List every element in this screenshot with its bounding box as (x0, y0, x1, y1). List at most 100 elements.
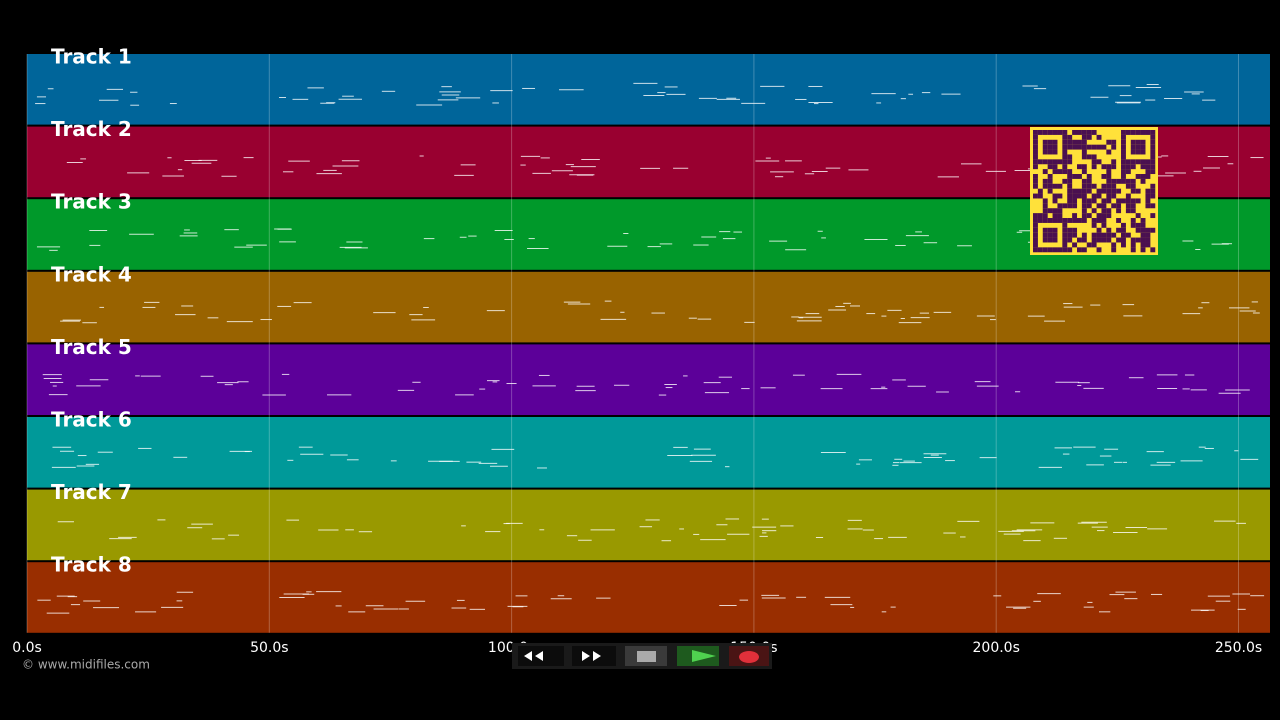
track-name: Track 7 (51, 480, 132, 504)
qr-module (1037, 188, 1043, 194)
qr-module (1081, 134, 1087, 140)
qr-module (1072, 139, 1078, 145)
qr-module (1062, 130, 1068, 135)
qr-module (1081, 218, 1087, 223)
qr-module (1042, 183, 1048, 189)
qr-module (1140, 159, 1146, 165)
qr-module (1116, 218, 1122, 223)
qr-module (1062, 242, 1068, 248)
qr-module (1106, 164, 1112, 170)
time-label: 0.0s (12, 640, 42, 656)
qr-module (1081, 149, 1087, 155)
qr-module (1106, 188, 1112, 194)
qr-module (1072, 174, 1078, 179)
qr-module (1096, 203, 1102, 209)
qr-module (1116, 178, 1122, 184)
qr-module (1033, 213, 1038, 219)
qr-module (1042, 232, 1048, 238)
qr-module (1140, 218, 1146, 223)
qr-module (1067, 247, 1073, 253)
qr-module (1140, 174, 1146, 179)
qr-module (1145, 164, 1151, 170)
qr-module (1130, 139, 1136, 145)
qr-module (1057, 169, 1063, 175)
qr-module (1125, 198, 1131, 204)
qr-module (1121, 222, 1126, 228)
qr-module (1086, 213, 1092, 219)
qr-module (1096, 159, 1102, 165)
qr-module (1111, 159, 1117, 165)
qr-module (1130, 144, 1136, 150)
qr-module (1096, 134, 1102, 140)
track-lane (27, 271, 1270, 343)
qr-module (1057, 193, 1063, 199)
qr-module (1033, 149, 1038, 155)
qr-module (1033, 154, 1038, 160)
qr-module (1145, 203, 1151, 209)
qr-module (1047, 139, 1053, 145)
qr-module (1047, 232, 1053, 238)
qr-module (1062, 237, 1068, 243)
qr-module (1121, 159, 1126, 165)
qr-module (1052, 183, 1058, 189)
qr-module (1101, 164, 1107, 170)
qr-module (1145, 193, 1151, 199)
qr-module (1135, 198, 1141, 204)
qr-module (1047, 227, 1053, 233)
qr-module (1106, 174, 1112, 179)
qr-module (1135, 139, 1141, 145)
qr-module (1150, 169, 1156, 175)
qr-module (1140, 144, 1146, 150)
qr-module (1121, 149, 1126, 155)
qr-module (1111, 232, 1117, 238)
qr-module (1150, 227, 1156, 233)
qr-module (1130, 188, 1136, 194)
qr-module (1135, 213, 1141, 219)
qr-module (1135, 237, 1141, 243)
qr-module (1145, 130, 1151, 135)
qr-module (1121, 154, 1126, 160)
qr-module (1135, 222, 1141, 228)
qr-module (1067, 232, 1073, 238)
qr-module (1116, 188, 1122, 194)
qr-module (1081, 130, 1087, 135)
qr-module (1116, 237, 1122, 243)
qr-module (1081, 183, 1087, 189)
qr-module (1101, 208, 1107, 214)
qr-module (1042, 227, 1048, 233)
qr-module (1081, 198, 1087, 204)
qr-module (1121, 237, 1126, 243)
qr-module (1150, 203, 1156, 209)
track-name: Track 8 (51, 553, 132, 577)
qr-module (1150, 149, 1156, 155)
qr-module (1057, 213, 1063, 219)
qr-module (1052, 164, 1058, 170)
qr-module (1130, 242, 1136, 248)
qr-module (1052, 149, 1058, 155)
qr-module (1081, 193, 1087, 199)
qr-module (1033, 237, 1038, 243)
qr-module (1081, 169, 1087, 175)
qr-module (1052, 130, 1058, 135)
qr-module (1067, 144, 1073, 150)
qr-module (1140, 178, 1146, 184)
qr-module (1081, 164, 1087, 170)
qr-module (1101, 213, 1107, 219)
track-lane (27, 54, 1270, 125)
qr-module (1072, 193, 1078, 199)
qr-module (1072, 144, 1078, 150)
qr-module (1130, 222, 1136, 228)
qr-module (1052, 159, 1058, 165)
qr-module (1037, 213, 1043, 219)
qr-module (1037, 159, 1043, 165)
qr-module (1111, 193, 1117, 199)
qr-module (1111, 139, 1117, 145)
qr-module (1086, 154, 1092, 160)
qr-module (1081, 213, 1087, 219)
qr-module (1086, 183, 1092, 189)
qr-module (1140, 227, 1146, 233)
qr-module (1042, 139, 1048, 145)
stop-icon (637, 651, 656, 662)
qr-module (1125, 183, 1131, 189)
qr-module (1072, 130, 1078, 135)
